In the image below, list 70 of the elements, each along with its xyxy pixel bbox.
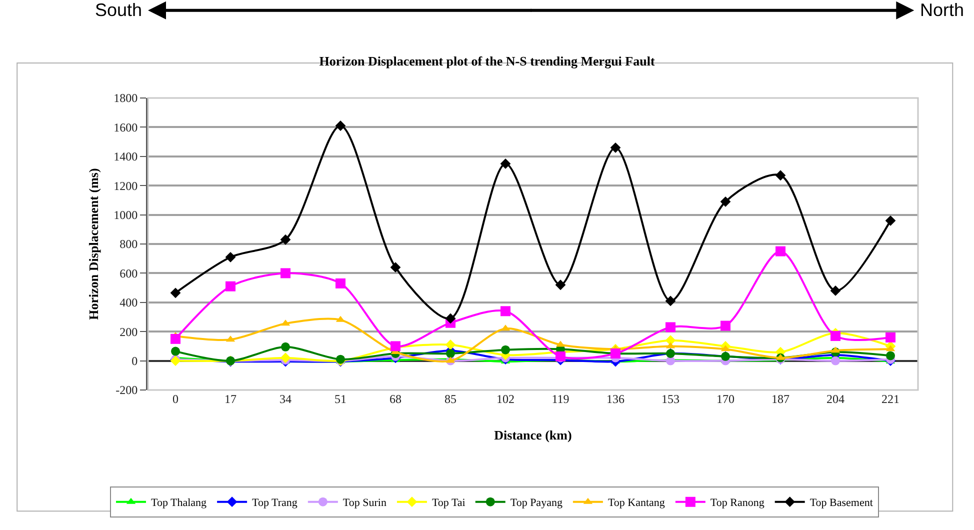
point: [335, 120, 346, 131]
x-tick-label: 204: [826, 392, 844, 406]
point: [500, 158, 511, 169]
legend-label: Top Payang: [510, 497, 563, 510]
point: [665, 296, 676, 306]
x-axis-title: Distance (km): [494, 428, 572, 443]
y-tick-label: 1800: [114, 91, 138, 106]
point: [555, 280, 566, 290]
x-tick-label: 136: [606, 392, 624, 406]
point: [336, 278, 346, 288]
x-tick-label: 0: [172, 392, 178, 406]
x-tick-label: 102: [496, 392, 514, 406]
x-tick-label: 17: [224, 392, 236, 406]
point: [445, 313, 456, 324]
point: [171, 346, 180, 356]
point: [501, 345, 510, 354]
legend-label: Top Surin: [342, 497, 387, 510]
x-tick-label: 51: [334, 392, 346, 406]
text: North: [920, 0, 964, 20]
point: [170, 288, 181, 298]
y-axis-title: Horizon Displacement (ms): [86, 168, 102, 320]
point: [280, 352, 291, 364]
point: [720, 320, 730, 331]
point: [225, 252, 236, 262]
x-tick-label: 68: [390, 392, 402, 406]
point: [170, 334, 180, 344]
y-tick-label: 1000: [114, 208, 138, 222]
point: [610, 142, 621, 153]
x-tick-label: 170: [716, 392, 734, 406]
legend-label: Top Thalang: [151, 497, 208, 510]
y-tick-label: 400: [120, 296, 138, 310]
point: [280, 234, 291, 245]
text: South: [95, 0, 142, 20]
point: [281, 342, 290, 352]
point: [280, 268, 290, 278]
x-tick-label: 187: [772, 392, 790, 406]
point: [830, 286, 841, 296]
y-tick-label: 600: [120, 266, 138, 280]
point: [775, 170, 786, 181]
point: [885, 215, 896, 226]
legend-label: Top Trang: [252, 497, 298, 510]
point: [720, 196, 731, 207]
x-tick-label: 85: [444, 392, 456, 406]
legend-label: Top Basement: [810, 497, 873, 510]
y-tick-label: 1200: [114, 178, 138, 193]
point: [226, 281, 236, 292]
chart-title: Horizon Displacement plot of the N-S trending Mergui Fault: [319, 54, 656, 68]
y-tick-label: 0: [132, 354, 138, 368]
y-tick-label: 1400: [114, 150, 138, 164]
x-tick-label: 221: [882, 392, 900, 406]
point: [500, 306, 510, 316]
point: [446, 349, 455, 358]
point: [390, 262, 401, 273]
point: [445, 340, 456, 350]
legend-label: Top Ranong: [710, 497, 765, 510]
point: [886, 332, 896, 342]
y-tick-label: -200: [116, 383, 138, 398]
point: [665, 335, 676, 346]
x-tick-label: 153: [662, 392, 680, 406]
legend-label: Top Tai: [432, 497, 466, 510]
point: [776, 246, 786, 256]
x-tick-label: 34: [280, 392, 292, 406]
point: [831, 356, 840, 366]
point: [830, 330, 840, 341]
y-tick-label: 800: [120, 237, 138, 252]
legend-label: Top Kantang: [608, 497, 666, 510]
y-tick-label: 200: [120, 324, 138, 339]
y-tick-label: 1600: [114, 120, 138, 134]
point: [666, 322, 676, 332]
x-tick-label: 119: [552, 392, 570, 406]
